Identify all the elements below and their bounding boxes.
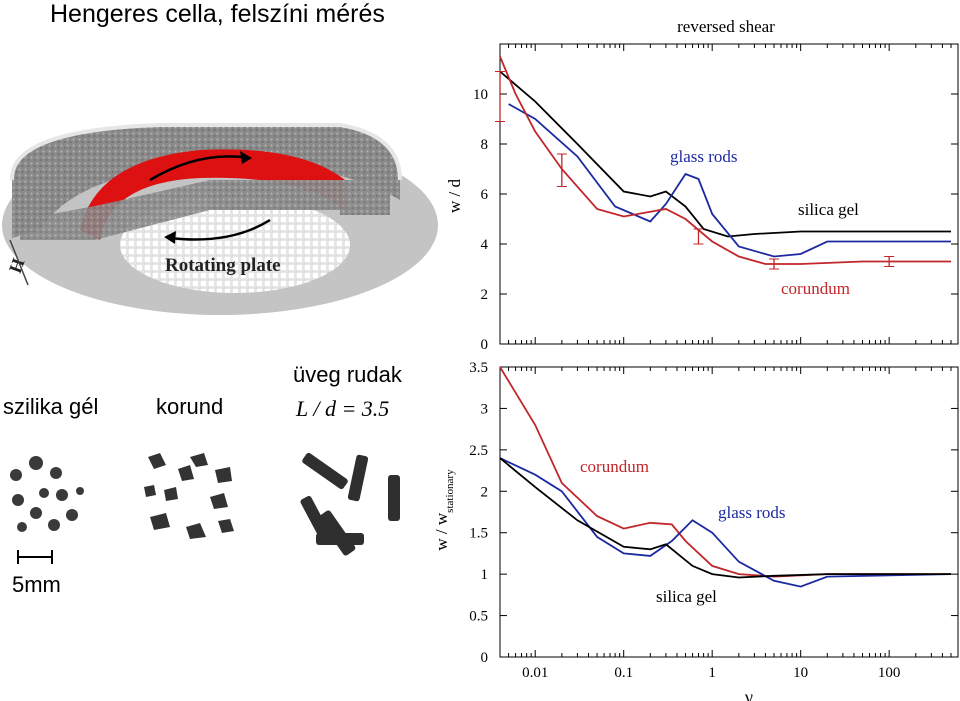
series-line-corundum: [499, 56, 951, 265]
granular-wall: [11, 125, 400, 238]
series-label-corundum: corundum: [781, 279, 850, 298]
silica-grains: [10, 456, 84, 532]
rotating-plate: [120, 197, 350, 293]
series-line-silica-gel: [499, 457, 951, 579]
y-tick-label: 1: [481, 567, 489, 583]
apparatus-illustration: Rotating plate H: [2, 123, 438, 315]
series-label-glass-rods: glass rods: [718, 503, 786, 522]
series-label-silica-gel: silica gel: [798, 200, 859, 219]
series-line-glass-rods: [508, 103, 951, 258]
y-tick-label: 3.5: [469, 360, 488, 376]
material-label-silica: szilika gél: [3, 394, 99, 419]
y-axis-label: w / wstationary: [432, 469, 456, 551]
x-tick-label: 100: [878, 665, 901, 681]
x-tick-label: 1: [708, 665, 716, 681]
y-tick-label: 0: [481, 650, 489, 666]
y-tick-label: 2: [481, 287, 489, 303]
plot-frame: [499, 366, 959, 658]
series-label-glass-rods: glass rods: [670, 147, 738, 166]
y-tick-label: 6: [481, 187, 489, 203]
rotating-plate-label: Rotating plate: [165, 255, 281, 276]
chart-reversed-shear: 0 2 4 6 8 10 glass rods silica gel corundum rever…: [445, 17, 959, 353]
x-axis-label: γ: [744, 687, 753, 701]
y-tick-label: 1.5: [469, 526, 488, 542]
material-label-korund: korund: [156, 394, 224, 419]
glass-rod-grains: [300, 452, 400, 556]
aspect-ratio-label: L / d = 3.5: [296, 396, 390, 421]
y-tick-label: 2: [481, 484, 489, 500]
rotation-arrow-bottom: [169, 218, 271, 241]
scale-bar-label: 5mm: [12, 572, 61, 597]
slide-title: Hengeres cella, felszíni mérés: [50, 0, 385, 28]
y-tick-label: 8: [481, 137, 489, 153]
shear-band: [80, 149, 345, 240]
grain-photos: [10, 452, 400, 564]
rotation-arrow-top: [149, 155, 251, 182]
y-axis-label-subscript: stationary: [444, 469, 456, 513]
height-marker: [9, 239, 29, 286]
series-line-silica-gel: [499, 70, 951, 238]
x-tick-label: 10: [793, 665, 808, 681]
y-tick-label: 2.5: [469, 443, 488, 459]
y-tick-label: 10: [473, 87, 488, 103]
y-tick-label: 3: [481, 401, 489, 417]
series-label-corundum: corundum: [580, 457, 649, 476]
y-tick-label: 4: [481, 237, 489, 253]
y-tick-label: 0.5: [469, 609, 488, 625]
series-line-corundum: [499, 366, 951, 578]
x-tick-label: 0.01: [522, 665, 548, 681]
series-line-glass-rods: [499, 457, 952, 588]
chart-title: reversed shear: [677, 17, 775, 36]
series-label-silica-gel: silica gel: [656, 587, 717, 606]
korund-grains: [144, 453, 234, 539]
chart-normalized-width: 0.01 0.1 1 10 100 0 0.5 1 1.5 2 2.5 3 3.5 corundum gla…: [432, 360, 959, 701]
x-tick-label: 0.1: [614, 665, 633, 681]
y-tick-label: 0: [481, 337, 489, 353]
y-axis-label: w / d: [445, 179, 464, 214]
material-label-rods: üveg rudak: [293, 362, 402, 387]
plot-frame: [499, 43, 959, 345]
